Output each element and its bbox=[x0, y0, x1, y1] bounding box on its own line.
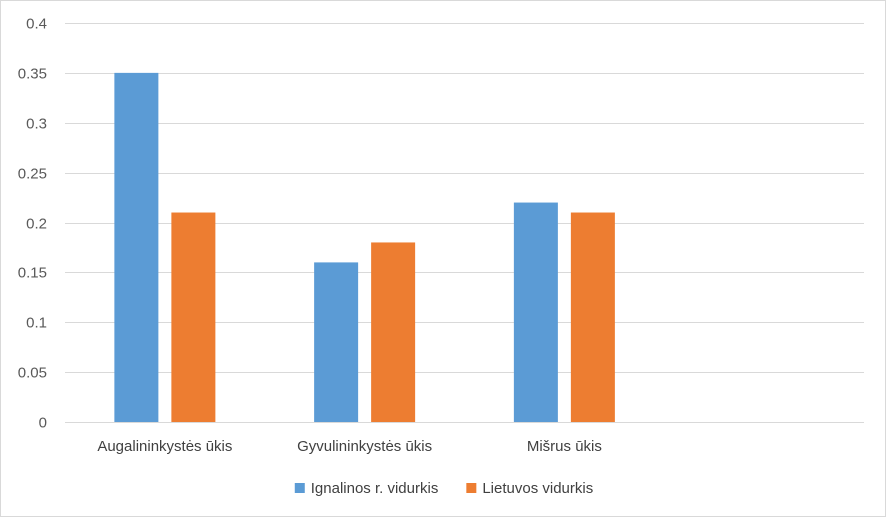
legend: Ignalinos r. vidurkis Lietuvos vidurkis bbox=[294, 480, 593, 497]
y-tick-label: 0.2 bbox=[26, 216, 47, 233]
x-axis-categories: Augalininkystės ūkis Gyvulininkystės ūkis… bbox=[97, 438, 602, 455]
y-tick-label: 0.35 bbox=[18, 66, 47, 83]
legend-label: Ignalinos r. vidurkis bbox=[311, 480, 439, 497]
bar bbox=[314, 262, 359, 422]
legend-swatch bbox=[294, 483, 305, 493]
legend-swatch bbox=[466, 483, 477, 493]
bar bbox=[114, 72, 159, 422]
legend-item: Ignalinos r. vidurkis bbox=[294, 480, 439, 497]
y-tick-label: 0.4 bbox=[26, 16, 47, 33]
y-tick-label: 0.3 bbox=[26, 116, 47, 133]
y-tick-label: 0 bbox=[39, 415, 47, 432]
x-category-label: Augalininkystės ūkis bbox=[97, 438, 232, 455]
legend-item: Lietuvos vidurkis bbox=[466, 480, 593, 497]
x-category-label: Gyvulininkystės ūkis bbox=[297, 438, 432, 455]
bar bbox=[513, 202, 558, 422]
x-category-label: Mišrus ūkis bbox=[527, 438, 602, 455]
bar bbox=[371, 242, 416, 422]
legend-label: Lietuvos vidurkis bbox=[482, 480, 593, 497]
y-tick-label: 0.25 bbox=[18, 166, 47, 183]
bar bbox=[570, 212, 615, 422]
y-tick-label: 0.05 bbox=[18, 365, 47, 382]
y-axis-ticks: 0 0.05 0.1 0.15 0.2 0.25 0.3 0.35 0.4 bbox=[18, 16, 47, 432]
y-tick-label: 0.1 bbox=[26, 315, 47, 332]
y-tick-label: 0.15 bbox=[18, 265, 47, 282]
bar bbox=[171, 212, 216, 422]
bars bbox=[114, 72, 615, 422]
